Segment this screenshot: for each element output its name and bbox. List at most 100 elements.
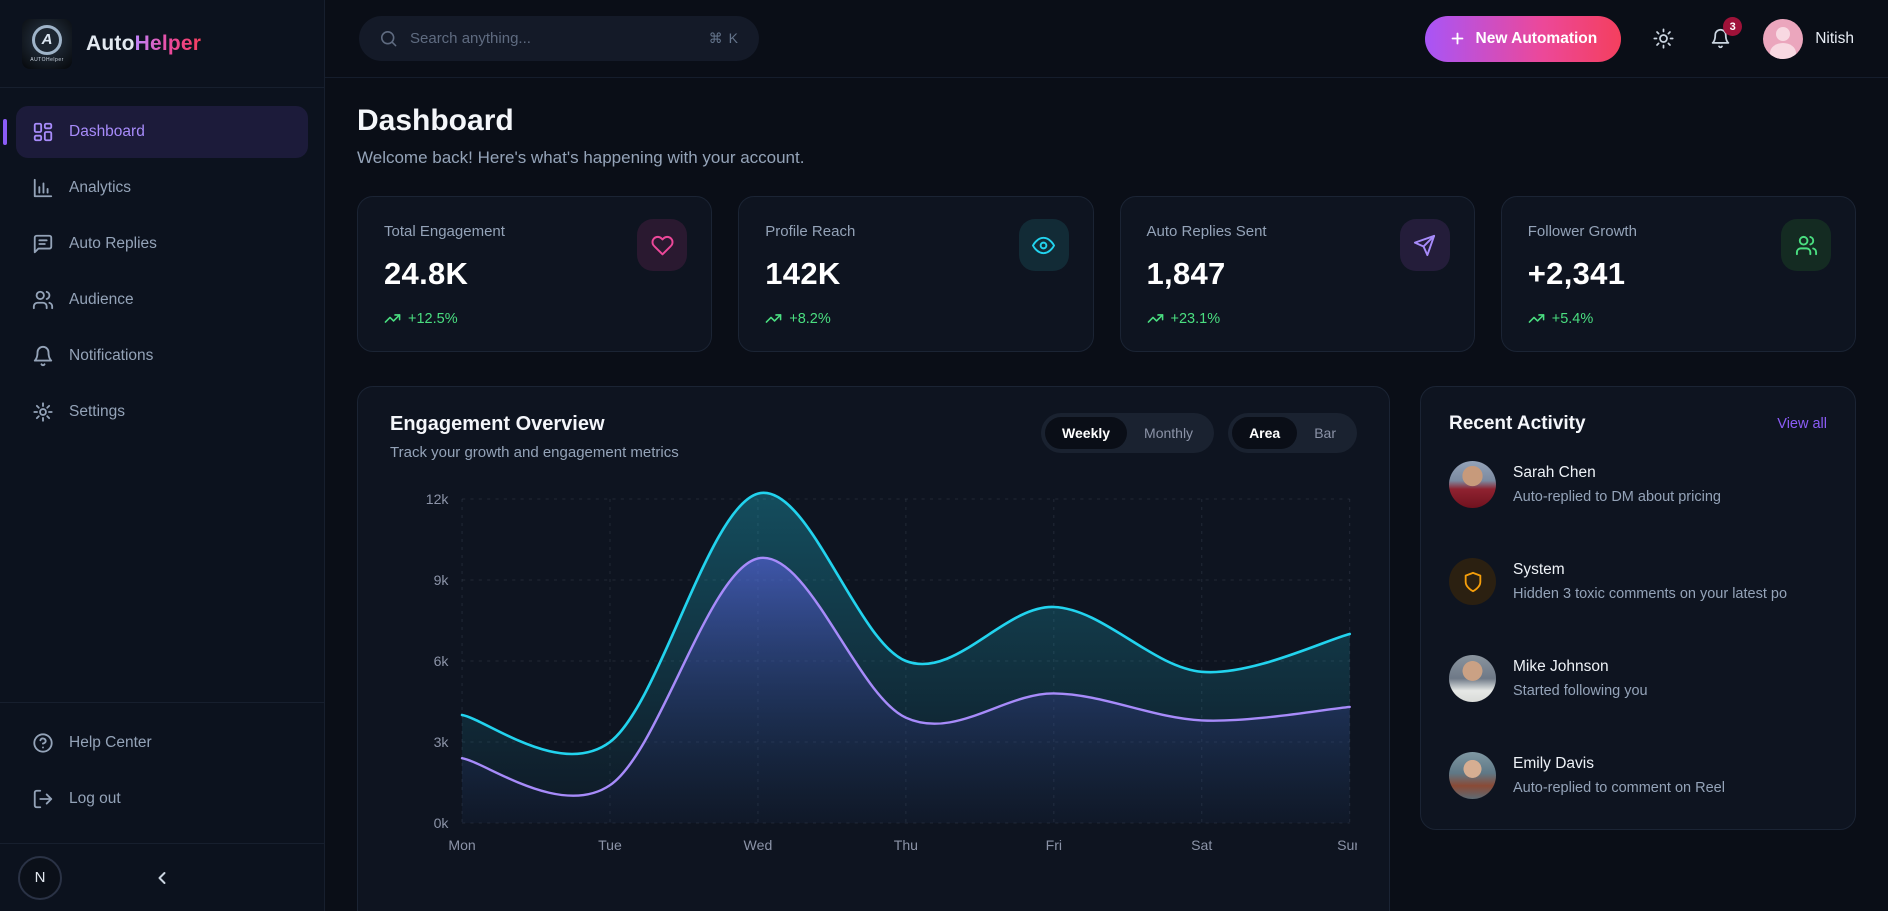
help-icon bbox=[32, 732, 54, 754]
activity-name: Emily Davis bbox=[1513, 755, 1594, 772]
sidebar-collapse-button[interactable] bbox=[152, 868, 172, 888]
stat-value: +2,341 bbox=[1527, 256, 1626, 291]
sidebar-item-help-center[interactable]: Help Center bbox=[16, 717, 308, 769]
user-name: Nitish bbox=[1815, 29, 1854, 47]
sidebar-user-avatar[interactable]: N bbox=[18, 855, 62, 900]
svg-text:Sat: Sat bbox=[1191, 838, 1212, 853]
sidebar-item-label: Audience bbox=[69, 291, 134, 308]
topbar-actions: New Automation 3 Nitish bbox=[1424, 15, 1854, 62]
chevron-left-icon bbox=[152, 868, 172, 888]
activity-item-emily[interactable]: Emily Davis Auto-replied to comment on Re… bbox=[1449, 752, 1827, 799]
stat-label: Profile Reach bbox=[765, 223, 856, 240]
sidebar-item-log-out[interactable]: Log out bbox=[16, 773, 308, 825]
main-area: ⌘ K New Automation 3 Nitish bbox=[325, 0, 1888, 911]
stat-card-send: Auto Replies Sent 1,847 +23.1% bbox=[1119, 196, 1475, 352]
sidebar-item-dashboard[interactable]: Dashboard bbox=[3, 106, 308, 158]
stat-value: 24.8K bbox=[384, 256, 469, 291]
stat-card-eye: Profile Reach 142K +8.2% bbox=[738, 196, 1094, 352]
users-icon bbox=[32, 289, 54, 311]
dashboard-icon bbox=[32, 121, 54, 143]
svg-text:3k: 3k bbox=[434, 735, 449, 750]
stat-change: +5.4% bbox=[1528, 310, 1829, 327]
app-logo: A AUTOHelper bbox=[22, 18, 72, 69]
send-icon bbox=[1413, 234, 1436, 257]
notification-badge: 3 bbox=[1723, 17, 1743, 36]
trend-icon bbox=[765, 310, 782, 327]
svg-text:0k: 0k bbox=[434, 816, 449, 831]
logout-icon bbox=[32, 788, 54, 810]
notifications-button[interactable]: 3 bbox=[1706, 17, 1743, 53]
stat-icon-chip bbox=[637, 219, 688, 271]
stat-change: +12.5% bbox=[384, 310, 685, 327]
trend-icon bbox=[1147, 310, 1164, 327]
activity-description: Started following you bbox=[1513, 683, 1648, 699]
activity-header: Recent Activity View all bbox=[1449, 413, 1827, 435]
message-icon bbox=[32, 233, 54, 255]
search-box: ⌘ K bbox=[359, 16, 759, 61]
sidebar-item-notifications[interactable]: Notifications bbox=[16, 330, 308, 382]
stat-card-heart: Total Engagement 24.8K +12.5% bbox=[357, 196, 713, 352]
stat-label: Follower Growth bbox=[1527, 223, 1637, 240]
sidebar-bottom-bar: N bbox=[0, 843, 324, 911]
activity-description: Auto-replied to comment on Reel bbox=[1513, 780, 1725, 796]
activity-title: Recent Activity bbox=[1449, 413, 1586, 434]
stat-icon-chip bbox=[1399, 219, 1450, 271]
plus-icon bbox=[1449, 30, 1466, 47]
new-automation-button[interactable]: New Automation bbox=[1424, 15, 1622, 62]
new-automation-label: New Automation bbox=[1475, 29, 1598, 47]
search-input[interactable] bbox=[410, 30, 697, 47]
sidebar-item-label: Dashboard bbox=[69, 123, 145, 140]
toggle-area[interactable]: Area bbox=[1232, 417, 1298, 449]
activity-item-system[interactable]: System Hidden 3 toxic comments on your la… bbox=[1449, 558, 1827, 605]
chart-title: Engagement Overview bbox=[390, 413, 605, 435]
engagement-area-chart: 0k 3k 6k 9k 12k Mon Tue Wed Thu Fri Sat Sun bbox=[426, 491, 1357, 853]
activity-item-mike[interactable]: Mike Johnson Started following you bbox=[1449, 655, 1827, 702]
sidebar-item-auto-replies[interactable]: Auto Replies bbox=[16, 218, 308, 270]
sidebar-item-settings[interactable]: Settings bbox=[16, 386, 308, 438]
theme-toggle-button[interactable] bbox=[1649, 24, 1678, 53]
users-icon bbox=[1795, 234, 1818, 257]
search-icon bbox=[379, 29, 398, 48]
stat-value: 1,847 bbox=[1146, 256, 1226, 291]
activity-name: Mike Johnson bbox=[1513, 658, 1609, 675]
sidebar-item-analytics[interactable]: Analytics bbox=[16, 162, 308, 214]
toggle-bar[interactable]: Bar bbox=[1297, 417, 1353, 449]
activity-name: Sarah Chen bbox=[1513, 464, 1596, 481]
sidebar: A AUTOHelper AutoHelper Dashboard Analyti… bbox=[0, 0, 325, 911]
trend-icon bbox=[384, 310, 401, 327]
sidebar-nav: Dashboard Analytics Auto Replies Audience No… bbox=[0, 88, 324, 702]
logo-emblem: A bbox=[32, 24, 62, 55]
user-menu[interactable]: Nitish bbox=[1763, 18, 1854, 59]
eye-icon bbox=[1032, 234, 1055, 257]
page-subtitle: Welcome back! Here's what's happening wi… bbox=[357, 148, 805, 167]
toggle-monthly[interactable]: Monthly bbox=[1127, 417, 1210, 449]
toggle-weekly[interactable]: Weekly bbox=[1045, 417, 1128, 449]
stat-label: Total Engagement bbox=[384, 223, 505, 240]
svg-text:Fri: Fri bbox=[1046, 838, 1062, 853]
bell-icon bbox=[1710, 28, 1731, 49]
view-all-link[interactable]: View all bbox=[1777, 416, 1827, 432]
page-title: Dashboard bbox=[357, 104, 514, 137]
user-avatar bbox=[1763, 18, 1804, 59]
bell-icon bbox=[32, 345, 54, 367]
sidebar-footer-nav: Help Center Log out bbox=[0, 702, 324, 843]
sidebar-item-label: Help Center bbox=[69, 734, 152, 751]
svg-text:Thu: Thu bbox=[894, 838, 918, 853]
activity-name: System bbox=[1513, 561, 1565, 578]
svg-text:Wed: Wed bbox=[744, 838, 773, 853]
engagement-overview-card: Engagement Overview Track your growth an… bbox=[357, 386, 1390, 911]
avatar bbox=[1449, 461, 1496, 508]
activity-item-sarah[interactable]: Sarah Chen Auto-replied to DM about prici… bbox=[1449, 461, 1827, 508]
sidebar-item-audience[interactable]: Audience bbox=[16, 274, 308, 326]
chart-toggles: Weekly Monthly Area Bar bbox=[1041, 413, 1357, 453]
toggle-group-type: Area Bar bbox=[1228, 413, 1357, 453]
sidebar-item-label: Auto Replies bbox=[69, 235, 157, 252]
sidebar-item-label: Analytics bbox=[69, 179, 132, 196]
settings-icon bbox=[32, 401, 54, 423]
svg-text:12k: 12k bbox=[426, 492, 449, 507]
toggle-group-range: Weekly Monthly bbox=[1041, 413, 1215, 453]
stat-change: +8.2% bbox=[765, 310, 1066, 327]
avatar bbox=[1449, 655, 1496, 702]
topbar: ⌘ K New Automation 3 Nitish bbox=[325, 0, 1888, 78]
